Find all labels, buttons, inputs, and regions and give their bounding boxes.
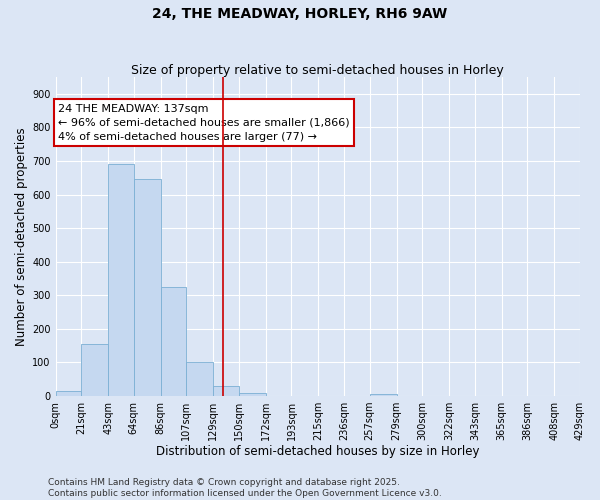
Bar (213, 386, 239, 396)
Text: 24 THE MEADWAY: 137sqm
← 96% of semi-detached houses are smaller (1,866)
4% of s: 24 THE MEADWAY: 137sqm ← 96% of semi-det… (58, 104, 350, 142)
Title: Size of property relative to semi-detached houses in Horley: Size of property relative to semi-detach… (131, 64, 504, 77)
Bar (161, 287, 187, 396)
Text: Contains HM Land Registry data © Crown copyright and database right 2025.
Contai: Contains HM Land Registry data © Crown c… (48, 478, 442, 498)
Y-axis label: Number of semi-detached properties: Number of semi-detached properties (15, 127, 28, 346)
X-axis label: Distribution of semi-detached houses by size in Horley: Distribution of semi-detached houses by … (156, 444, 479, 458)
Text: 24, THE MEADWAY, HORLEY, RH6 9AW: 24, THE MEADWAY, HORLEY, RH6 9AW (152, 8, 448, 22)
Bar (81, 344, 108, 396)
Bar (56, 391, 81, 396)
Bar (134, 180, 161, 396)
Bar (239, 392, 266, 396)
Bar (108, 164, 134, 396)
Bar (370, 394, 397, 396)
Bar (187, 362, 213, 396)
